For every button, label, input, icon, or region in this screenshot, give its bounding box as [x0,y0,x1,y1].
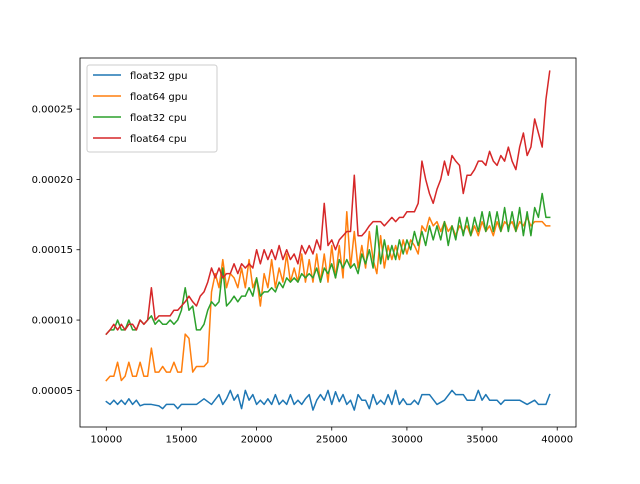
legend-label: float64 cpu [130,134,187,145]
series-lines [105,70,551,411]
y-axis: 0.00005 0.00010 0.00015 0.00020 0.00025 [32,105,80,397]
legend-label: float64 gpu [130,92,187,103]
y-tick-label: 0.00025 [32,105,73,116]
x-tick-label: 10000 [90,435,122,446]
series-line-float32-cpu [105,192,551,336]
legend-label: float32 cpu [130,113,187,124]
x-tick-label: 40000 [541,435,573,446]
series-line-float64-cpu [105,70,551,336]
y-tick-label: 0.00015 [32,245,73,256]
series-line-float64-gpu [105,211,551,382]
y-tick-label: 0.00010 [32,316,73,327]
x-axis: 10000 15000 20000 25000 30000 35000 40000 [90,427,573,446]
legend: float32 gpu float64 gpu float32 cpu float64… [86,64,218,153]
axes-frame [79,57,577,428]
series-line-float32-gpu [105,389,551,411]
legend-frame [86,64,218,153]
x-tick-label: 15000 [166,435,198,446]
y-tick-label: 0.00005 [32,386,73,397]
x-tick-label: 25000 [316,435,348,446]
x-tick-label: 30000 [391,435,423,446]
y-tick-label: 0.00020 [32,175,73,186]
x-tick-label: 35000 [466,435,498,446]
legend-label: float32 gpu [130,71,187,82]
x-tick-label: 20000 [241,435,273,446]
